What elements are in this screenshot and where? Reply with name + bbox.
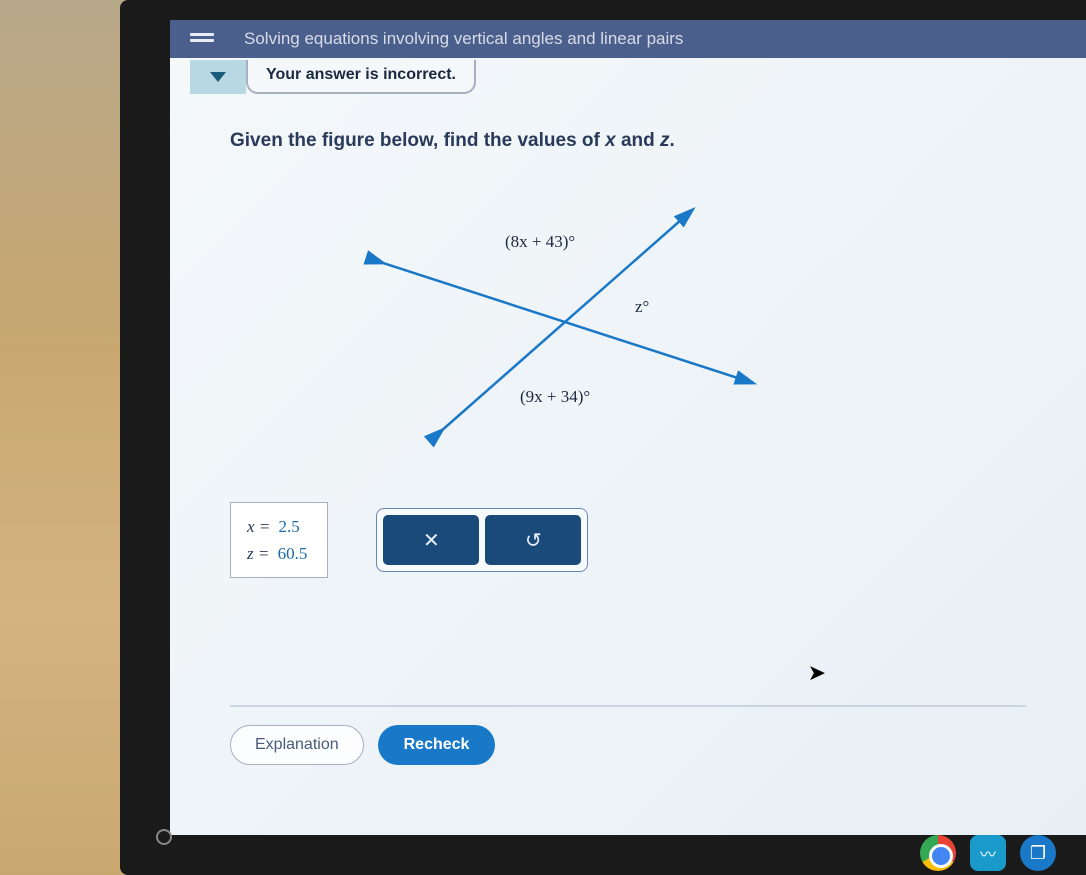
chrome-icon[interactable] — [920, 835, 956, 871]
hamburger-icon[interactable] — [190, 33, 214, 45]
answer-x-value[interactable]: 2.5 — [275, 517, 304, 536]
header-title: Solving equations involving vertical ang… — [244, 29, 683, 49]
footer-row: Explanation Recheck — [230, 705, 1026, 765]
app-screen: Solving equations involving vertical ang… — [170, 20, 1086, 835]
action-button-group: ✕ ↺ — [376, 508, 588, 572]
problem-prompt: Given the figure below, find the values … — [230, 130, 1026, 152]
feedback-row: Your answer is incorrect. — [170, 60, 1086, 94]
chevron-down-icon — [210, 72, 226, 82]
prompt-var-x: x — [605, 130, 616, 151]
x-icon: ✕ — [423, 528, 440, 553]
angle-label-right: z° — [635, 297, 649, 317]
answer-z: z = 60.5 — [247, 540, 311, 567]
content-area: Given the figure below, find the values … — [170, 94, 1086, 598]
angle-label-top: (8x + 43)° — [505, 232, 575, 252]
cursor-icon: ➤ — [808, 660, 826, 686]
header-bar: Solving equations involving vertical ang… — [170, 20, 1086, 58]
explanation-button[interactable]: Explanation — [230, 725, 364, 765]
answer-x: x = 2.5 — [247, 513, 311, 540]
answer-x-label: x = — [247, 517, 270, 536]
prompt-suffix: . — [670, 130, 675, 151]
reset-button[interactable]: ↺ — [485, 515, 581, 565]
screen-bezel: Solving equations involving vertical ang… — [120, 0, 1086, 875]
feedback-toggle[interactable] — [190, 60, 246, 94]
angle-figure: (8x + 43)° z° (9x + 34)° — [330, 192, 830, 452]
prompt-and: and — [616, 130, 660, 151]
angle-label-bottom: (9x + 34)° — [520, 387, 590, 407]
answer-row: x = 2.5 z = 60.5 ✕ ↺ — [230, 502, 1026, 578]
feedback-message: Your answer is incorrect. — [246, 60, 476, 94]
clear-button[interactable]: ✕ — [383, 515, 479, 565]
figure-svg — [330, 192, 830, 452]
prompt-text: Given the figure below, find the values … — [230, 130, 605, 151]
reset-icon: ↺ — [525, 528, 542, 553]
prompt-var-z: z — [660, 130, 670, 151]
app-icon-2[interactable]: ❐ — [1020, 835, 1056, 871]
answer-z-value[interactable]: 60.5 — [274, 544, 312, 563]
answer-z-label: z = — [247, 544, 269, 563]
os-circle-button[interactable] — [156, 829, 172, 845]
taskbar: 〰 ❐ — [920, 835, 1056, 871]
answer-box: x = 2.5 z = 60.5 — [230, 502, 328, 578]
app-icon-1[interactable]: 〰 — [970, 835, 1006, 871]
recheck-button[interactable]: Recheck — [378, 725, 496, 765]
